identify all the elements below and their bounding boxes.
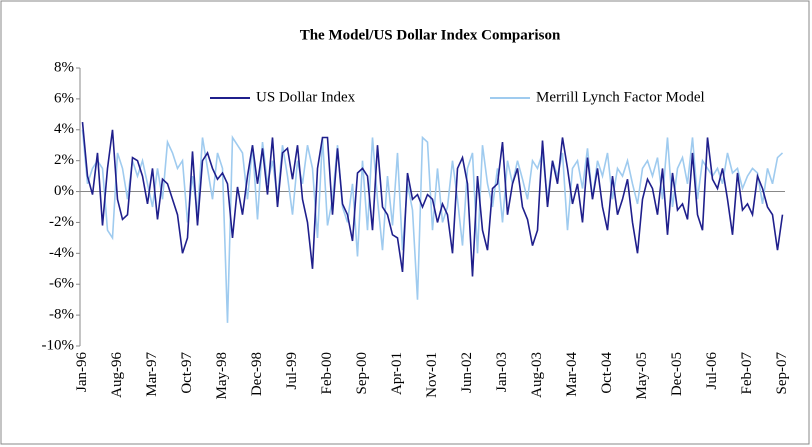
x-tick-label: Mar-04	[564, 352, 580, 397]
series-line	[81, 129, 784, 323]
y-tick-label: 2%	[54, 152, 74, 168]
series-line	[81, 122, 784, 277]
y-tick-label: -2%	[49, 214, 74, 230]
x-tick-label: Mar-97	[144, 352, 160, 397]
x-tick-label: Jan-03	[494, 352, 510, 392]
x-tick-label: May-98	[214, 352, 230, 400]
x-tick-label: Sep-07	[774, 352, 790, 395]
y-tick-label: -6%	[49, 276, 74, 292]
x-tick-label: Nov-01	[424, 352, 440, 398]
x-tick-label: Oct-97	[179, 352, 195, 394]
x-tick-label: Feb-00	[319, 352, 335, 395]
x-tick-label: Oct-04	[599, 352, 615, 394]
y-tick-label: -4%	[49, 245, 74, 261]
legend-label: Merrill Lynch Factor Model	[536, 89, 705, 105]
x-tick-label: Aug-96	[109, 352, 125, 398]
y-tick-label: 0%	[54, 183, 74, 199]
y-tick-label: 4%	[54, 121, 74, 137]
y-tick-label: 8%	[54, 59, 74, 75]
x-tick-label: Apr-01	[389, 352, 405, 395]
x-tick-label: Dec-98	[249, 352, 265, 396]
x-tick-label: Dec-05	[669, 352, 685, 396]
y-tick-label: 6%	[54, 90, 74, 106]
y-tick-label: -8%	[49, 307, 74, 323]
chart-title: The Model/US Dollar Index Comparison	[300, 27, 561, 43]
x-tick-label: Feb-07	[739, 352, 755, 395]
x-tick-label: Jul-06	[704, 352, 720, 390]
x-tick-label: May-05	[634, 352, 650, 400]
x-tick-label: Jul-99	[284, 352, 300, 390]
legend-label: US Dollar Index	[256, 89, 356, 105]
x-tick-label: Sep-00	[354, 352, 370, 395]
x-tick-label: Jun-02	[459, 352, 475, 393]
y-tick-label: -10%	[42, 337, 75, 353]
x-tick-label: Aug-03	[529, 352, 545, 398]
x-tick-label: Jan-96	[74, 352, 90, 392]
